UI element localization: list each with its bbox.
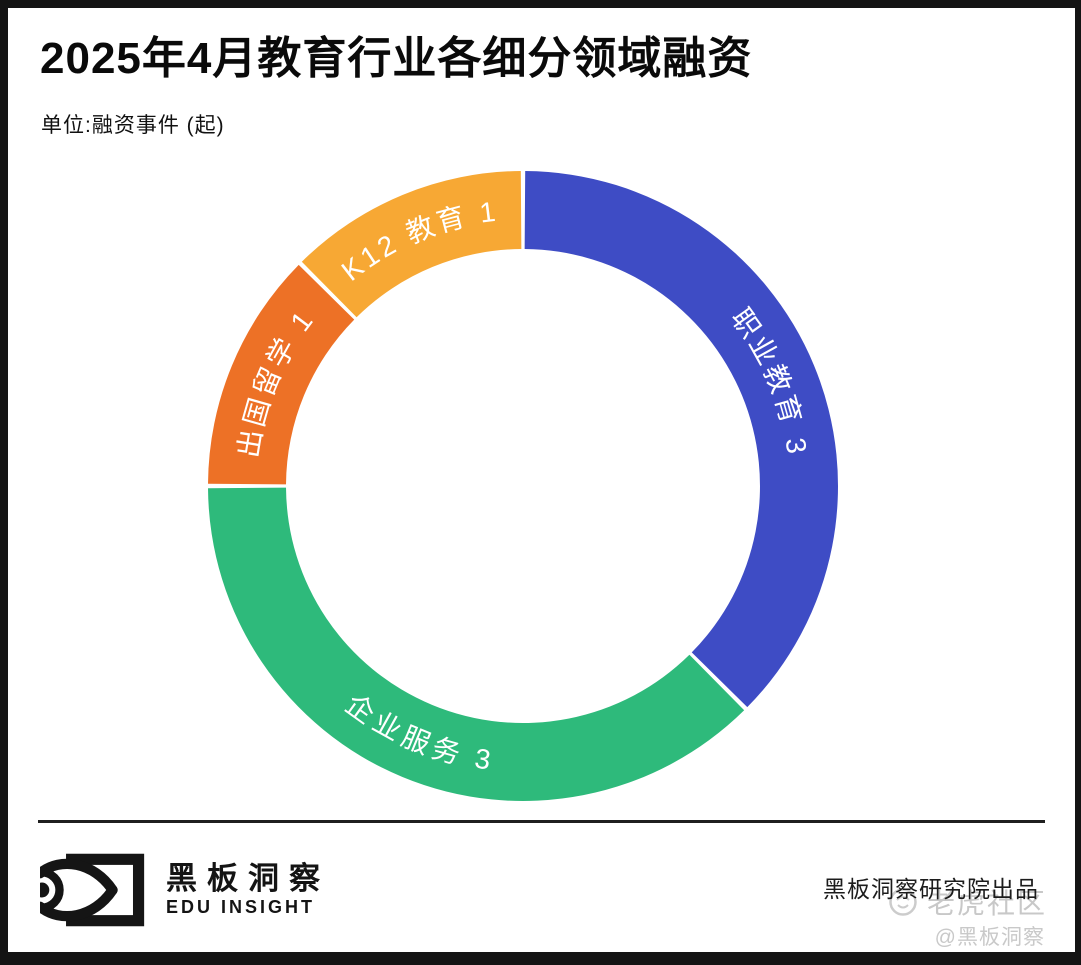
brand-block: 黑板洞察 EDU INSIGHT bbox=[40, 851, 330, 929]
donut-segment-k12-education bbox=[301, 171, 522, 318]
donut-chart: 职业教育 3 企业服务 3 出国留学 1 K12 教育 1 bbox=[193, 156, 853, 816]
footer-divider bbox=[38, 820, 1045, 823]
donut-segment-enterprise-services bbox=[208, 487, 745, 802]
edu-insight-eye-logo-icon bbox=[40, 853, 145, 927]
unit-label: 单位:融资事件 (起) bbox=[41, 114, 225, 137]
brand-name-en: EDU INSIGHT bbox=[166, 897, 316, 918]
brand-text: 黑板洞察 EDU INSIGHT bbox=[166, 861, 330, 918]
donut-segment-vocational-education bbox=[524, 171, 839, 708]
donut-segment-study-abroad bbox=[208, 264, 355, 485]
brand-name-cn: 黑板洞察 bbox=[166, 861, 330, 897]
community-watermark: 老虎社区 bbox=[888, 882, 1047, 922]
page-title: 2025年4月教育行业各细分领域融资 bbox=[40, 34, 753, 83]
community-watermark-text: 老虎社区 bbox=[926, 888, 1047, 919]
credit-text: 黑板洞察研究院出品 bbox=[823, 876, 1039, 902]
handle-watermark: @黑板洞察 bbox=[934, 926, 1045, 949]
tiger-logo-icon bbox=[889, 888, 917, 916]
